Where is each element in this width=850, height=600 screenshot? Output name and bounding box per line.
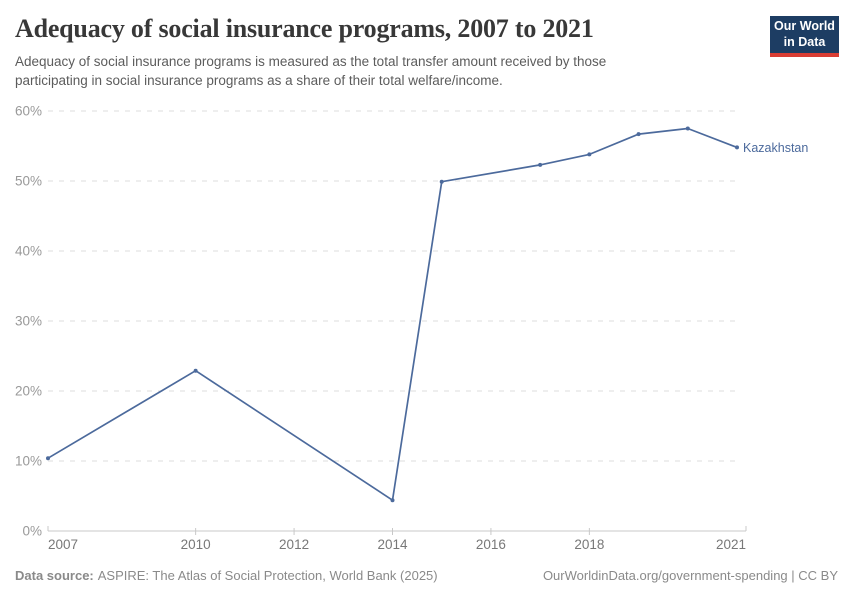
owid-logo[interactable]: Our World in Data [770,16,839,57]
chart-header: Adequacy of social insurance programs, 2… [15,14,835,90]
x-tick-label: 2016 [476,537,506,552]
x-tick-label: 2010 [181,537,211,552]
data-point [636,132,641,137]
data-point [685,126,690,131]
data-point [538,162,543,167]
data-point [390,498,395,503]
x-tick-label: 2018 [574,537,604,552]
chart-title[interactable]: Adequacy of social insurance programs, 2… [15,14,594,43]
chart-subtitle: Adequacy of social insurance programs is… [15,52,705,90]
data-source-label: Data source: [15,568,94,583]
credit-link[interactable]: OurWorldinData.org/government-spending |… [542,568,838,583]
y-tick-label: 30% [15,314,42,329]
y-tick-label: 20% [15,384,42,399]
y-tick-label: 60% [15,104,42,119]
data-line [47,127,738,502]
x-tick-label: 2021 [716,537,746,552]
data-point [439,179,444,184]
data-source-text: ASPIRE: The Atlas of Social Protection, … [97,568,438,583]
x-tick-label: 2012 [279,537,309,552]
owid-logo-line-2: in Data [783,34,826,49]
data-source: Data source: ASPIRE: The Atlas of Social … [15,568,438,583]
data-point [587,152,592,157]
x-tick-label: 2014 [377,537,408,552]
chart-subtitle-line-2: participating in social insurance progra… [15,73,503,88]
y-tick-label: 10% [15,454,42,469]
data-point [193,368,198,373]
entity-label[interactable]: Kazakhstan [743,141,808,155]
owid-logo-line-1: Our World [774,19,835,33]
data-point [735,145,739,150]
y-tick-label: 50% [15,174,42,189]
x-tick-label: 2007 [48,537,78,552]
chart-subtitle-line-1: Adequacy of social insurance programs is… [15,54,607,69]
y-tick-label: 40% [15,244,42,259]
y-tick-label: 0% [22,524,42,539]
chart-footer: Data source: ASPIRE: The Atlas of Social … [15,568,838,583]
data-point [46,456,50,461]
